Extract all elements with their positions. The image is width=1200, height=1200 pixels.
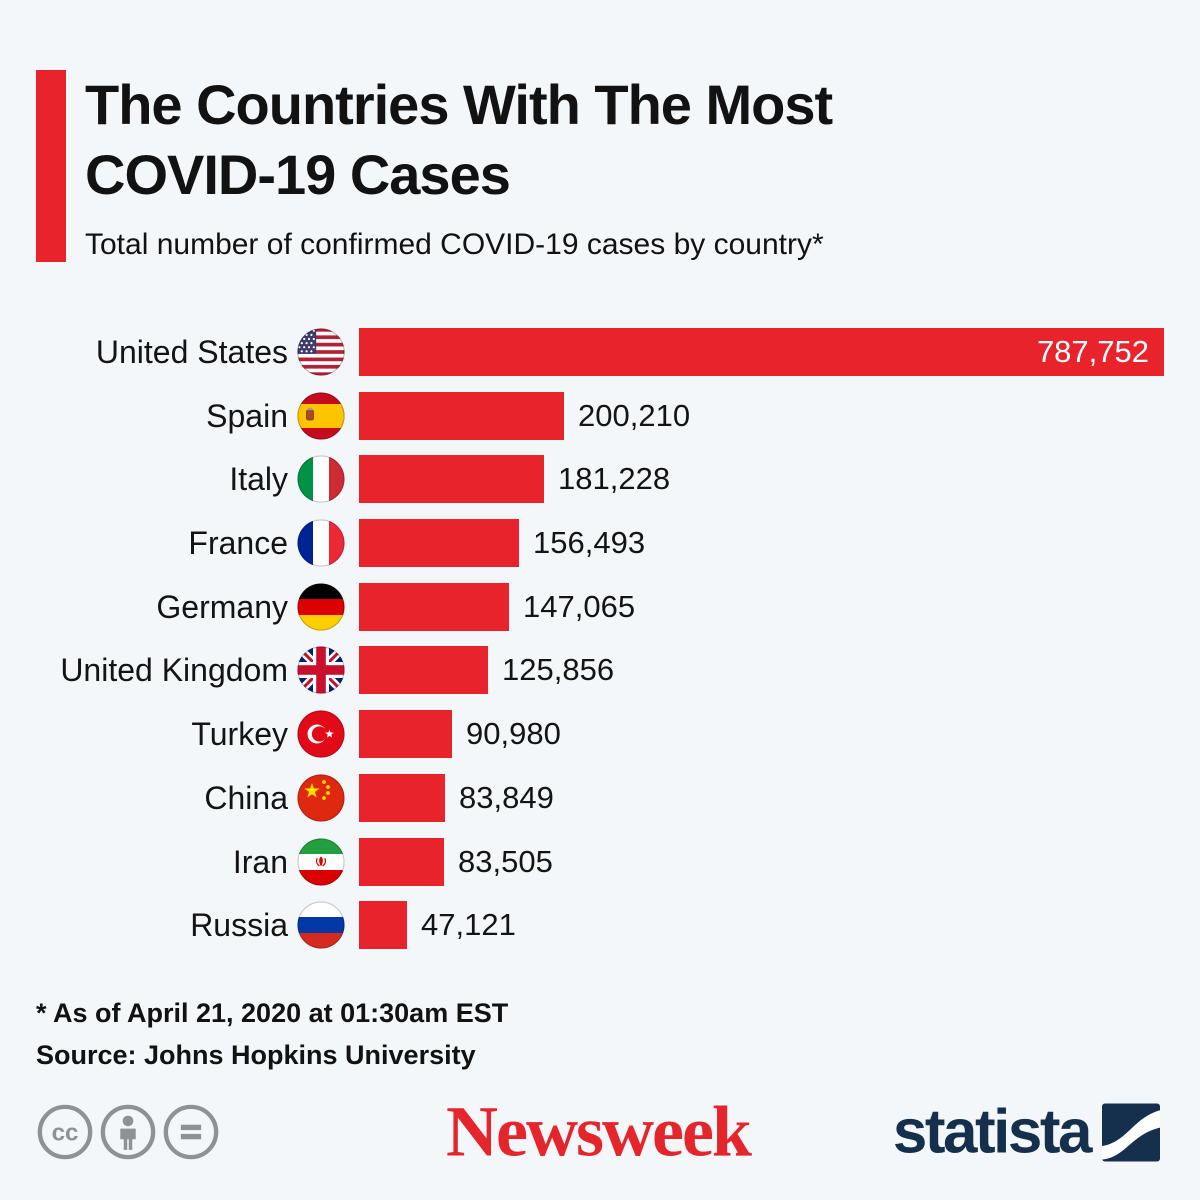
attribution-person-icon (99, 1103, 157, 1161)
cn-flag-icon (297, 774, 345, 822)
country-label: Italy (229, 461, 288, 498)
bar-track: 181,228 (359, 455, 671, 504)
bar (359, 710, 452, 759)
value-label: 90,980 (466, 716, 561, 752)
chart-row-us: United States 787,752 (36, 328, 1164, 376)
bar-track: 200,210 (359, 391, 691, 440)
creative-commons-icons: cc (36, 1103, 220, 1161)
value-label: 200,210 (578, 397, 691, 433)
value-label: 83,505 (458, 843, 553, 879)
bar-track: 83,849 (359, 773, 554, 822)
footnotes: * As of April 21, 2020 at 01:30am EST So… (36, 992, 508, 1076)
brand-footer: cc Newsweek statista (36, 1092, 1160, 1172)
statista-logo: statista (893, 1097, 1160, 1168)
bar (359, 646, 488, 695)
bar (359, 455, 544, 504)
country-label: France (188, 525, 288, 562)
de-flag-icon (297, 583, 345, 631)
country-label: Spain (206, 397, 288, 434)
chart-row-de: Germany 147,065 (36, 582, 1164, 631)
bar: 787,752 (359, 328, 1164, 376)
bar-track: 156,493 (359, 519, 646, 568)
bar-track: 83,505 (359, 837, 553, 886)
bar (359, 901, 407, 950)
chart-row-tr: Turkey 90,980 (36, 710, 1164, 759)
es-flag-icon (297, 392, 345, 440)
bar-chart: United States 787,752 Spain 200,210 Italy 181… (36, 328, 1164, 950)
page-subtitle: Total number of confirmed COVID-19 cases… (85, 228, 824, 261)
value-label: 125,856 (502, 652, 615, 688)
bar-track: 787,752 (359, 328, 1164, 376)
bar-track: 125,856 (359, 646, 615, 695)
title-line-2: COVID-19 Cases (85, 143, 511, 206)
chart-row-es: Spain 200,210 (36, 391, 1164, 440)
header-text: The Countries With The Most COVID-19 Case… (85, 70, 833, 262)
value-label: 83,849 (459, 779, 554, 815)
chart-row-ru: Russia 47,121 (36, 901, 1164, 950)
cc-icon: cc (36, 1103, 94, 1161)
chart-row-cn: China 83,849 (36, 773, 1164, 822)
page-title: The Countries With The Most COVID-19 Case… (85, 70, 833, 210)
chart-row-fr: France 156,493 (36, 519, 1164, 568)
us-flag-icon (297, 328, 345, 376)
value-label: 156,493 (533, 525, 646, 561)
chart-row-gb: United Kingdom 125,856 (36, 646, 1164, 695)
bar (359, 773, 445, 822)
bar (359, 519, 519, 568)
tr-flag-icon (297, 710, 345, 758)
country-label: United States (95, 334, 288, 370)
source-note: Source: Johns Hopkins University (36, 1040, 476, 1070)
title-accent-bar (36, 70, 66, 262)
title-line-1: The Countries With The Most (85, 73, 833, 136)
newsweek-logo: Newsweek (446, 1091, 752, 1172)
gb-flag-icon (297, 646, 345, 695)
value-label: 147,065 (523, 588, 636, 624)
bar (359, 837, 444, 886)
country-label: Iran (232, 843, 288, 880)
bar-track: 147,065 (359, 582, 636, 631)
value-label: 47,121 (421, 907, 516, 943)
value-label: 787,752 (1036, 334, 1149, 369)
country-label: China (204, 779, 288, 816)
country-label: Germany (156, 588, 288, 625)
bar (359, 391, 564, 440)
country-label: United Kingdom (60, 652, 288, 689)
country-label: Russia (190, 907, 288, 944)
value-label: 181,228 (558, 461, 671, 497)
ru-flag-icon (297, 901, 345, 949)
it-flag-icon (297, 455, 345, 503)
chart-row-ir: Iran 83,505 (36, 837, 1164, 886)
statista-logo-text: statista (892, 1097, 1093, 1167)
bar-track: 90,980 (359, 710, 561, 759)
ir-flag-icon (297, 837, 345, 886)
header: The Countries With The Most COVID-19 Case… (36, 70, 833, 262)
bar-track: 47,121 (359, 901, 516, 950)
country-label: Turkey (191, 716, 288, 753)
chart-row-it: Italy 181,228 (36, 455, 1164, 504)
asterisk-note: * As of April 21, 2020 at 01:30am EST (36, 998, 509, 1028)
bar (359, 582, 509, 631)
fr-flag-icon (297, 519, 345, 567)
statista-swoosh-icon (1102, 1103, 1160, 1161)
svg-text:cc: cc (52, 1120, 79, 1147)
equals-icon (162, 1103, 220, 1161)
